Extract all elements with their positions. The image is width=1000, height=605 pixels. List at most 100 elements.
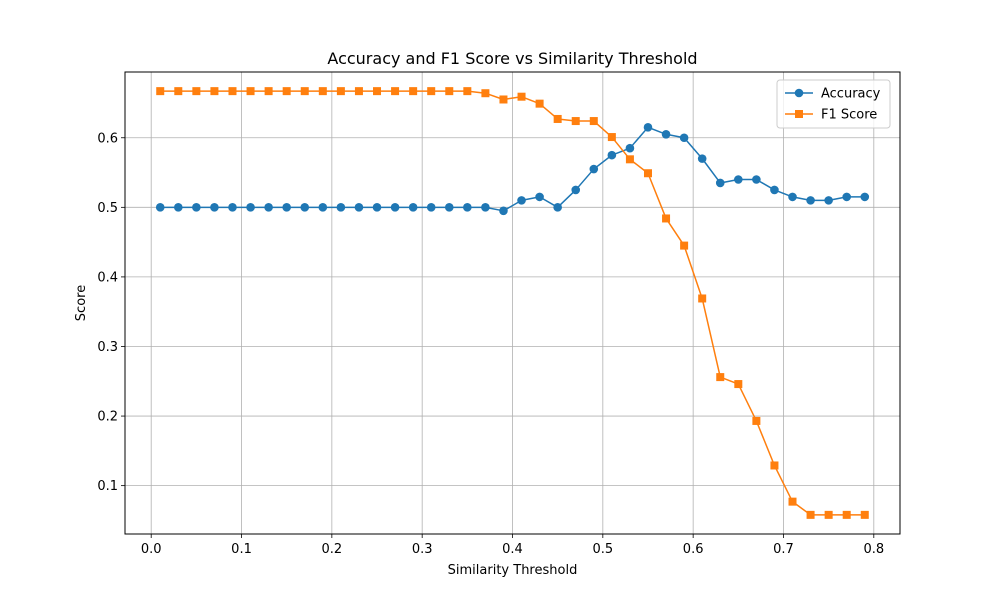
f1-score-point	[734, 380, 743, 389]
legend-box	[776, 79, 891, 129]
accuracy-point	[553, 203, 562, 212]
f1-score-point	[156, 87, 165, 96]
x-tick-label: 0.2	[322, 542, 343, 557]
f1-score-point	[174, 87, 183, 96]
f1-score-point	[445, 87, 454, 96]
y-tick-label: 0.5	[97, 201, 118, 216]
f1-score-point	[625, 155, 634, 164]
f1-score-point	[571, 117, 580, 126]
accuracy-point	[372, 203, 382, 212]
y-tick-label: 0.4	[97, 270, 118, 285]
accuracy-point	[824, 196, 833, 205]
x-tick-label: 0.0	[141, 542, 162, 557]
x-tick-label: 0.4	[502, 542, 523, 557]
f1-score-line	[160, 90, 865, 516]
accuracy-series	[155, 123, 870, 216]
f1-score-point	[354, 87, 363, 96]
accuracy-point	[715, 178, 725, 188]
f1-score-point	[716, 373, 725, 382]
accuracy-point	[517, 196, 526, 205]
legend-label-f1-score: F1 Score	[821, 108, 877, 123]
series-layer	[155, 87, 870, 519]
legend: Accuracy F1 Score	[776, 79, 891, 129]
accuracy-point	[806, 196, 815, 205]
x-tick-label: 0.5	[592, 542, 613, 557]
legend-label-accuracy: Accuracy	[821, 87, 881, 102]
f1-score-point	[409, 87, 418, 96]
f1-score-point	[806, 510, 815, 519]
f1-score-point	[481, 89, 490, 98]
chart-title: Accuracy and F1 Score vs Similarity Thre…	[327, 49, 697, 68]
f1-score-point	[210, 87, 219, 96]
accuracy-point	[842, 192, 852, 202]
x-tick-label: 0.7	[773, 542, 794, 557]
f1-score-point	[589, 117, 598, 126]
f1-score-point	[336, 87, 345, 96]
accuracy-point	[535, 192, 544, 202]
grid	[125, 72, 900, 534]
y-tick-label: 0.6	[97, 131, 118, 146]
accuracy-point	[444, 203, 454, 212]
f1-score-point	[499, 95, 508, 104]
accuracy-line	[160, 126, 865, 212]
accuracy-point	[499, 206, 508, 216]
y-tick-label: 0.1	[97, 479, 118, 494]
f1-score-point	[192, 87, 201, 96]
accuracy-point	[697, 154, 707, 163]
f1-score-point	[607, 133, 616, 142]
f1-score-point	[300, 87, 309, 96]
x-tick-label: 0.1	[231, 542, 252, 557]
accuracy-point	[788, 192, 797, 202]
f1-score-point	[680, 241, 689, 250]
f1-score-point	[824, 510, 833, 519]
legend-item-accuracy: Accuracy	[785, 87, 881, 102]
x-tick-label: 0.8	[863, 542, 884, 557]
accuracy-point	[390, 203, 400, 212]
f1-score-point	[860, 510, 869, 519]
f1-score-point	[318, 87, 327, 96]
accuracy-point	[318, 203, 328, 212]
legend-item-f1-score: F1 Score	[785, 108, 877, 123]
accuracy-point	[192, 203, 201, 212]
f1-score-point	[788, 497, 797, 506]
f1-score-point	[228, 87, 237, 96]
accuracy-point	[228, 203, 237, 212]
x-tick-label: 0.6	[683, 542, 704, 557]
accuracy-point	[463, 203, 472, 212]
f1-score-point	[535, 99, 544, 108]
f1-score-point	[752, 416, 761, 425]
f1-score-point	[391, 87, 400, 96]
accuracy-point	[173, 203, 183, 212]
x-axis-label: Similarity Threshold	[448, 563, 578, 578]
accuracy-point	[354, 203, 364, 212]
y-axis-label: Score	[74, 285, 89, 321]
f1-score-point	[282, 87, 291, 96]
f1-score-point	[246, 87, 255, 96]
f1-score-series	[156, 87, 869, 519]
f1-score-point	[643, 169, 652, 178]
f1-score-point	[427, 87, 436, 96]
accuracy-point	[246, 203, 255, 212]
accuracy-point	[300, 203, 310, 212]
accuracy-point	[734, 175, 743, 184]
accuracy-point	[589, 164, 599, 174]
f1-score-point	[770, 461, 779, 470]
accuracy-point	[408, 203, 418, 212]
f1-score-point	[463, 87, 472, 96]
f1-score-point	[842, 510, 851, 519]
axis-ticks: 0.0 0.1 0.2 0.3 0.4 0.5 0.6 0.7 0.8 0.1 0.2 0.3 0.4 0…	[97, 131, 884, 557]
x-tick-label: 0.3	[412, 542, 433, 557]
legend-marker-accuracy	[794, 88, 804, 98]
accuracy-point	[210, 203, 219, 212]
accuracy-point	[661, 129, 671, 139]
accuracy-point	[752, 175, 761, 184]
accuracy-point	[625, 143, 635, 153]
accuracy-point	[282, 203, 291, 212]
f1-score-point	[517, 92, 526, 101]
f1-score-point	[553, 114, 562, 123]
accuracy-point	[336, 203, 346, 212]
accuracy-point	[643, 123, 653, 132]
accuracy-point	[860, 192, 870, 202]
